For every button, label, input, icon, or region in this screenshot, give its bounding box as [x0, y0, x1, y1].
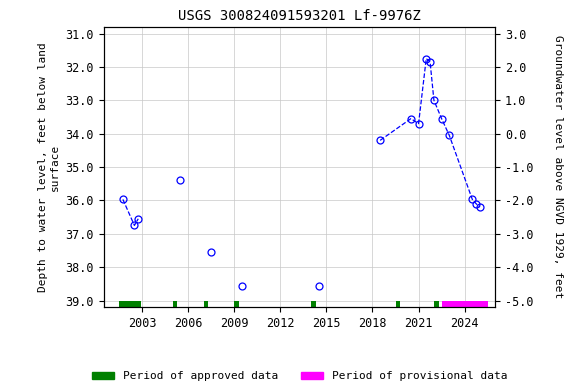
- Y-axis label: Groundwater level above NGVD 1929, feet: Groundwater level above NGVD 1929, feet: [553, 35, 563, 299]
- Y-axis label: Depth to water level, feet below land
surface: Depth to water level, feet below land su…: [38, 42, 60, 292]
- Title: USGS 300824091593201 Lf-9976Z: USGS 300824091593201 Lf-9976Z: [178, 9, 421, 23]
- Legend: Period of approved data, Period of provisional data: Period of approved data, Period of provi…: [88, 367, 511, 384]
